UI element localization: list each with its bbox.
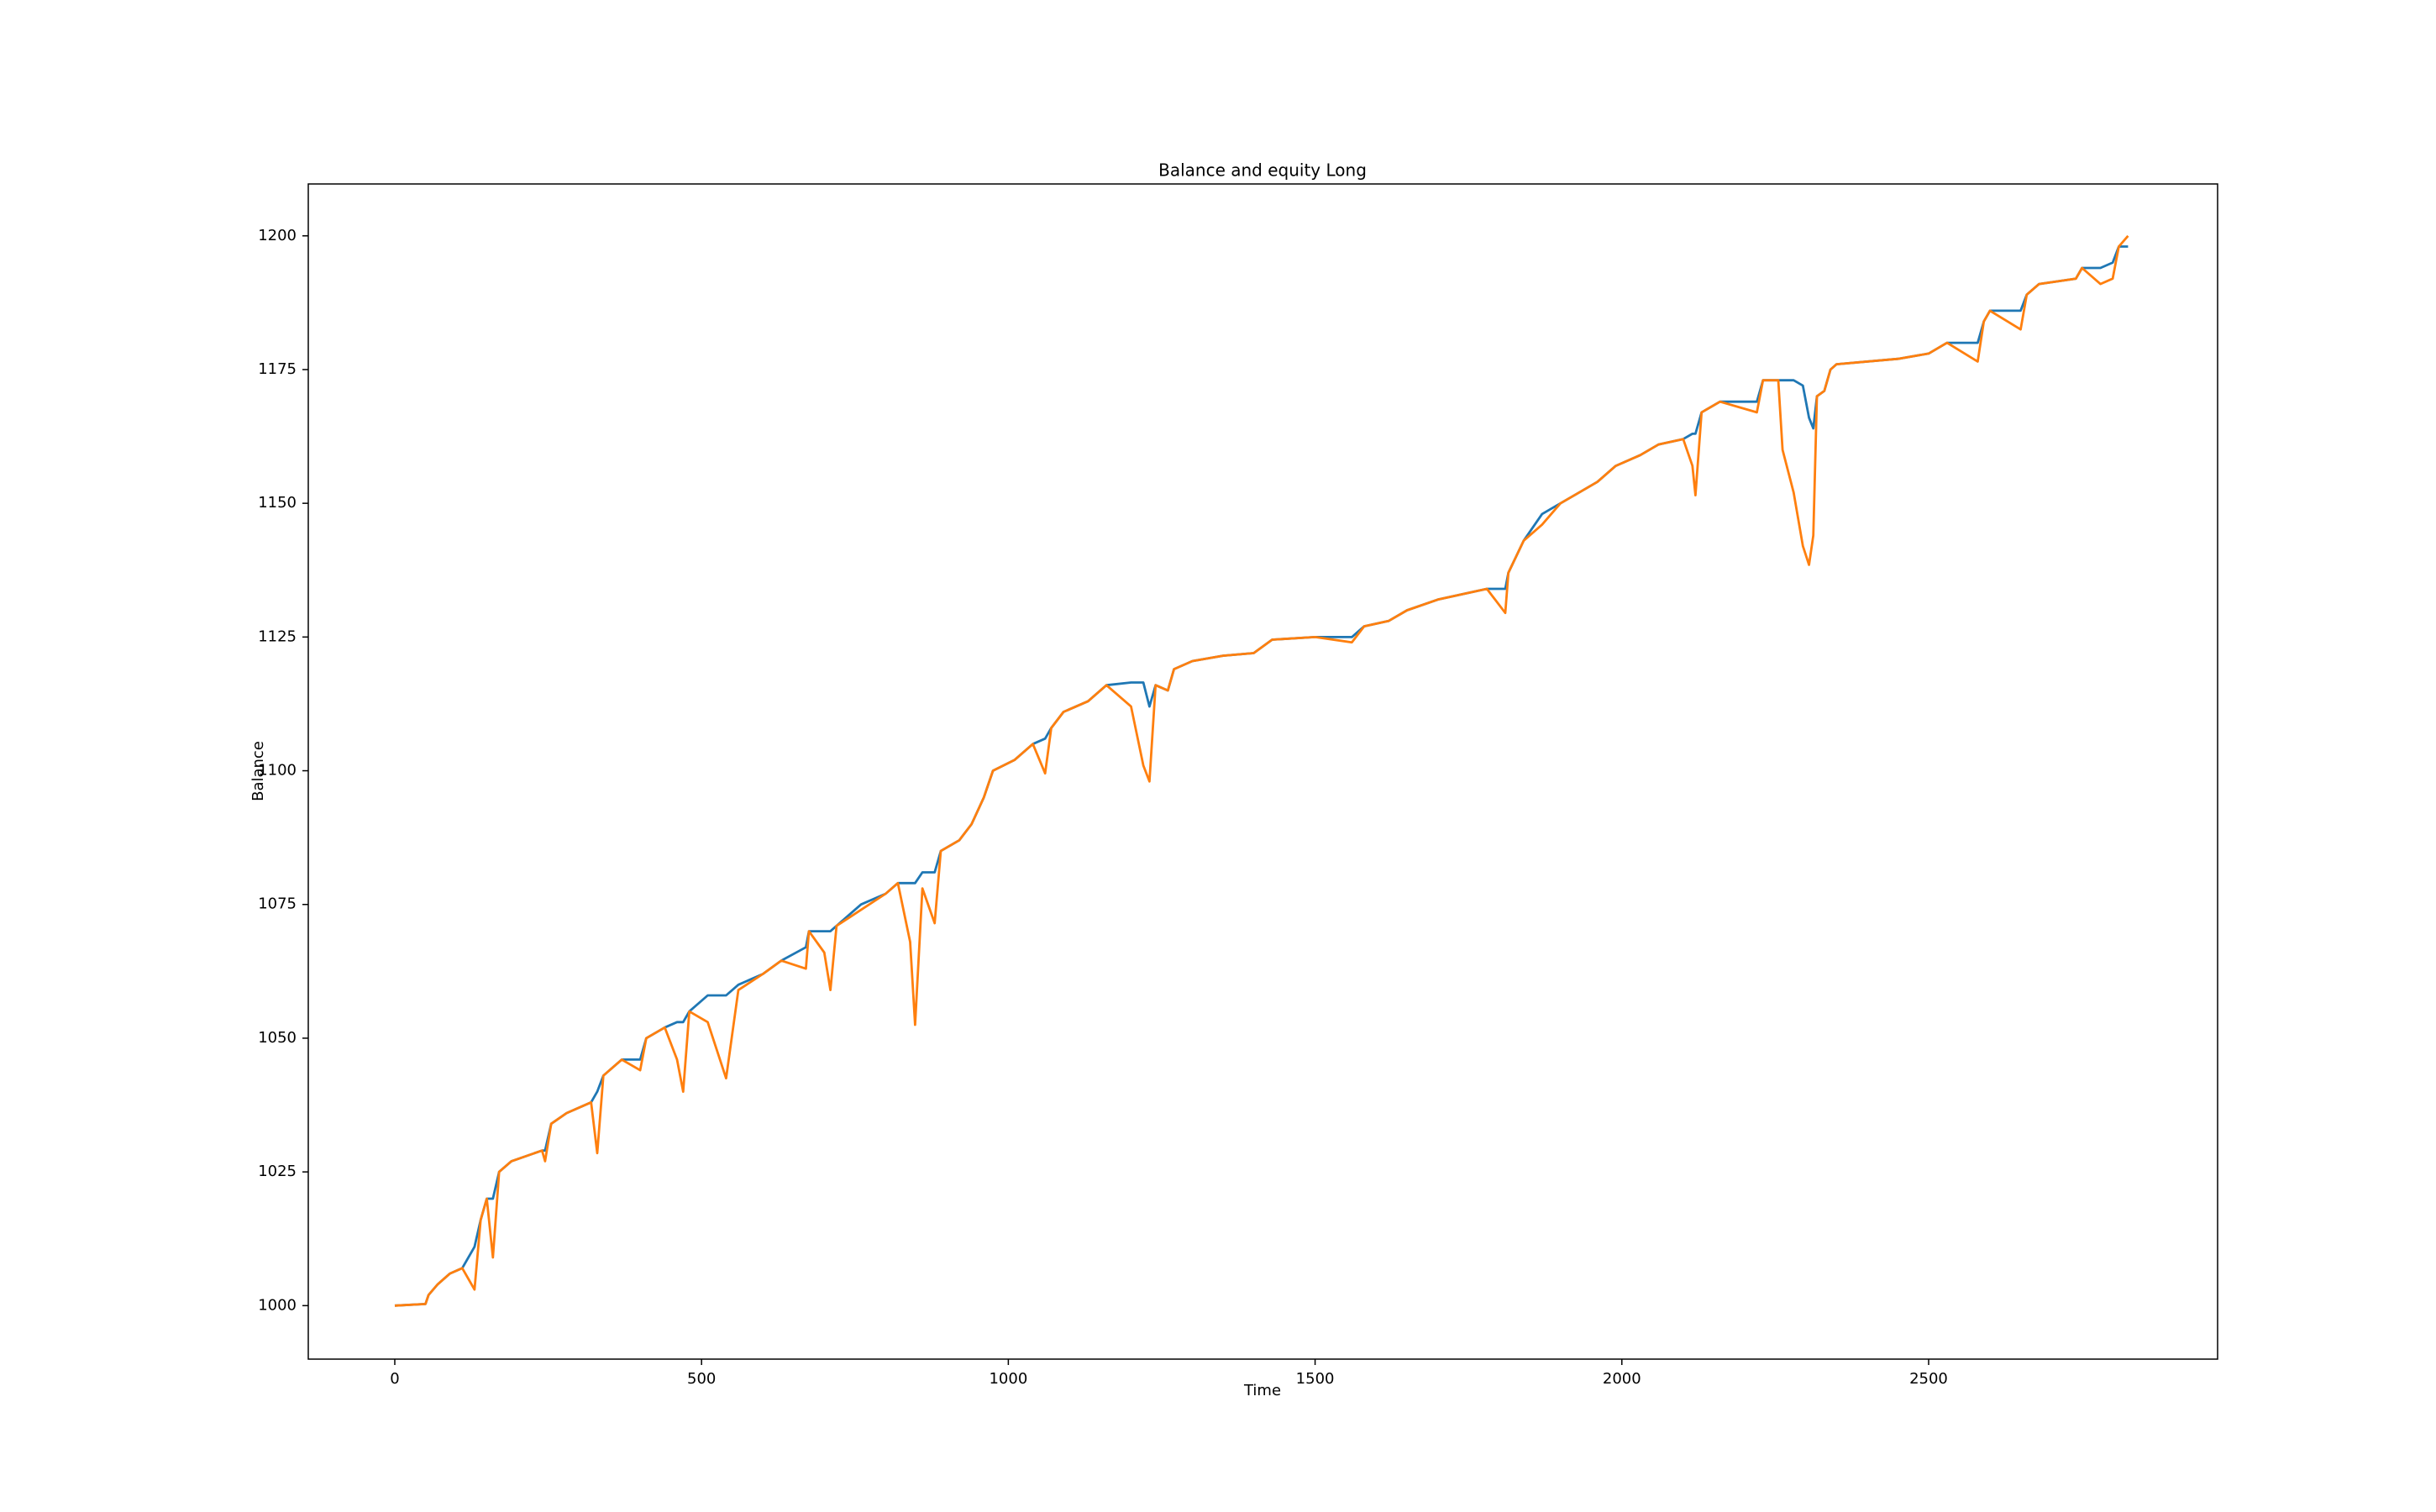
x-tick-label: 2000 [1603, 1370, 1641, 1388]
y-tick-label: 1200 [258, 227, 297, 244]
x-tick-label: 1000 [989, 1370, 1027, 1388]
x-tick-label: 1500 [1296, 1370, 1335, 1388]
chart-title: Balance and equity Long [1158, 160, 1367, 181]
y-tick-label: 1050 [258, 1029, 297, 1047]
x-tick-label: 500 [687, 1370, 716, 1388]
y-tick-label: 1025 [258, 1163, 297, 1180]
line-series [394, 234, 2129, 1307]
x-tick-label: 2500 [1909, 1370, 1948, 1388]
y-axis-label: Balance [249, 741, 267, 801]
y-tick-label: 1150 [258, 494, 297, 512]
y-tick-label: 1125 [258, 627, 297, 645]
line-series [394, 245, 2129, 1307]
y-tick-label: 1000 [258, 1296, 297, 1314]
plot-frame [307, 183, 2218, 1360]
y-tick-label: 1100 [258, 762, 297, 780]
x-axis-label: Time [1243, 1382, 1281, 1399]
x-tick-label: 0 [390, 1370, 399, 1388]
y-tick-label: 1175 [258, 360, 297, 378]
y-tick-label: 1075 [258, 895, 297, 913]
